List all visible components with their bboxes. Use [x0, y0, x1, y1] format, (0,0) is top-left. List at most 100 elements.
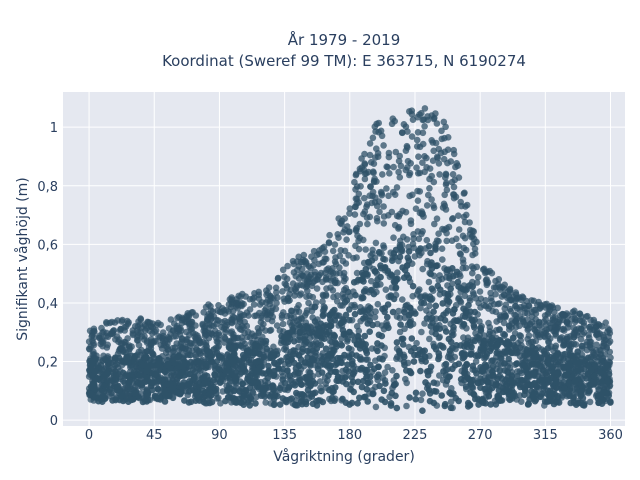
scatter-point	[508, 387, 516, 394]
scatter-point	[607, 354, 614, 362]
scatter-point	[555, 399, 563, 406]
scatter-point	[310, 262, 317, 269]
x-tick-label: 45	[146, 428, 163, 443]
scatter-point	[338, 217, 346, 225]
scatter-point	[427, 270, 435, 278]
scatter-point	[245, 359, 253, 366]
scatter-point	[143, 325, 150, 332]
scatter-point	[376, 208, 383, 216]
scatter-point	[428, 172, 436, 180]
scatter-point	[262, 382, 269, 389]
scatter-point	[390, 163, 397, 171]
scatter-point	[497, 286, 504, 293]
scatter-point	[578, 355, 586, 363]
scatter-point	[301, 359, 309, 366]
scatter-point	[364, 398, 372, 405]
scatter-point	[557, 335, 564, 342]
scatter-point	[223, 363, 231, 371]
scatter-point	[410, 358, 418, 365]
scatter-point	[389, 367, 396, 374]
scatter-point	[263, 291, 270, 299]
scatter-point	[550, 400, 558, 408]
y-tick-label: 0,6	[37, 238, 58, 253]
scatter-point	[393, 184, 401, 191]
scatter-point	[334, 373, 342, 381]
scatter-point	[94, 362, 102, 370]
scatter-point	[477, 327, 485, 335]
scatter-point	[477, 364, 484, 371]
scatter-point	[488, 345, 495, 352]
scatter-point	[168, 372, 175, 379]
scatter-point	[284, 367, 291, 374]
scatter-point	[444, 307, 452, 314]
scatter-point	[482, 268, 490, 275]
scatter-point	[421, 105, 429, 112]
scatter-point	[250, 301, 258, 308]
scatter-point	[86, 346, 93, 353]
scatter-point	[438, 392, 446, 399]
scatter-point	[455, 174, 463, 181]
scatter-point	[383, 185, 390, 192]
scatter-point	[485, 319, 492, 327]
scatter-point	[549, 355, 557, 363]
scatter-point	[327, 368, 335, 376]
scatter-point	[360, 236, 367, 244]
scatter-point	[470, 391, 478, 399]
scatter-point	[500, 291, 508, 299]
scatter-point	[283, 354, 290, 361]
scatter-point	[294, 266, 301, 274]
scatter-point	[443, 237, 451, 245]
scatter-point	[591, 372, 598, 380]
scatter-point	[449, 310, 457, 317]
scatter-point	[260, 387, 268, 395]
scatter-point	[448, 356, 455, 364]
scatter-point	[338, 342, 346, 349]
scatter-point	[364, 320, 372, 327]
scatter-point	[89, 383, 97, 391]
scatter-point	[393, 372, 400, 380]
scatter-point	[427, 363, 435, 371]
scatter-point	[377, 188, 385, 196]
scatter-point	[514, 368, 521, 375]
scatter-point	[365, 259, 373, 266]
scatter-point	[128, 396, 135, 404]
scatter-point	[312, 389, 319, 397]
scatter-point	[417, 304, 424, 312]
scatter-point	[363, 201, 371, 208]
scatter-point	[442, 360, 450, 368]
scatter-point	[419, 228, 426, 235]
scatter-point	[306, 341, 314, 348]
scatter-point	[439, 300, 447, 307]
scatter-point	[295, 308, 303, 316]
scatter-point	[450, 183, 458, 191]
scatter-point	[457, 198, 465, 206]
scatter-point	[291, 286, 299, 293]
scatter-point	[372, 194, 379, 201]
scatter-point	[193, 358, 200, 365]
scatter-point	[473, 279, 481, 286]
scatter-point	[379, 171, 386, 178]
scatter-point	[419, 140, 427, 148]
scatter-point	[361, 208, 369, 215]
scatter-point	[409, 240, 417, 248]
scatter-point	[537, 362, 544, 370]
scatter-point	[441, 400, 449, 408]
scatter-point	[331, 241, 339, 248]
scatter-point	[207, 357, 215, 365]
scatter-point	[446, 347, 454, 355]
scatter-point	[523, 346, 531, 353]
scatter-point	[448, 390, 455, 398]
scatter-point	[378, 396, 386, 403]
scatter-point	[246, 306, 254, 313]
scatter-point	[129, 331, 137, 339]
scatter-point	[396, 210, 404, 218]
scatter-point	[238, 334, 245, 341]
scatter-point	[269, 382, 276, 390]
scatter-point	[475, 334, 482, 342]
scatter-point	[408, 107, 416, 114]
scatter-point	[382, 380, 389, 387]
scatter-point	[348, 374, 356, 381]
scatter-point	[573, 366, 580, 373]
scatter-point	[352, 227, 360, 235]
scatter-point	[456, 250, 464, 257]
